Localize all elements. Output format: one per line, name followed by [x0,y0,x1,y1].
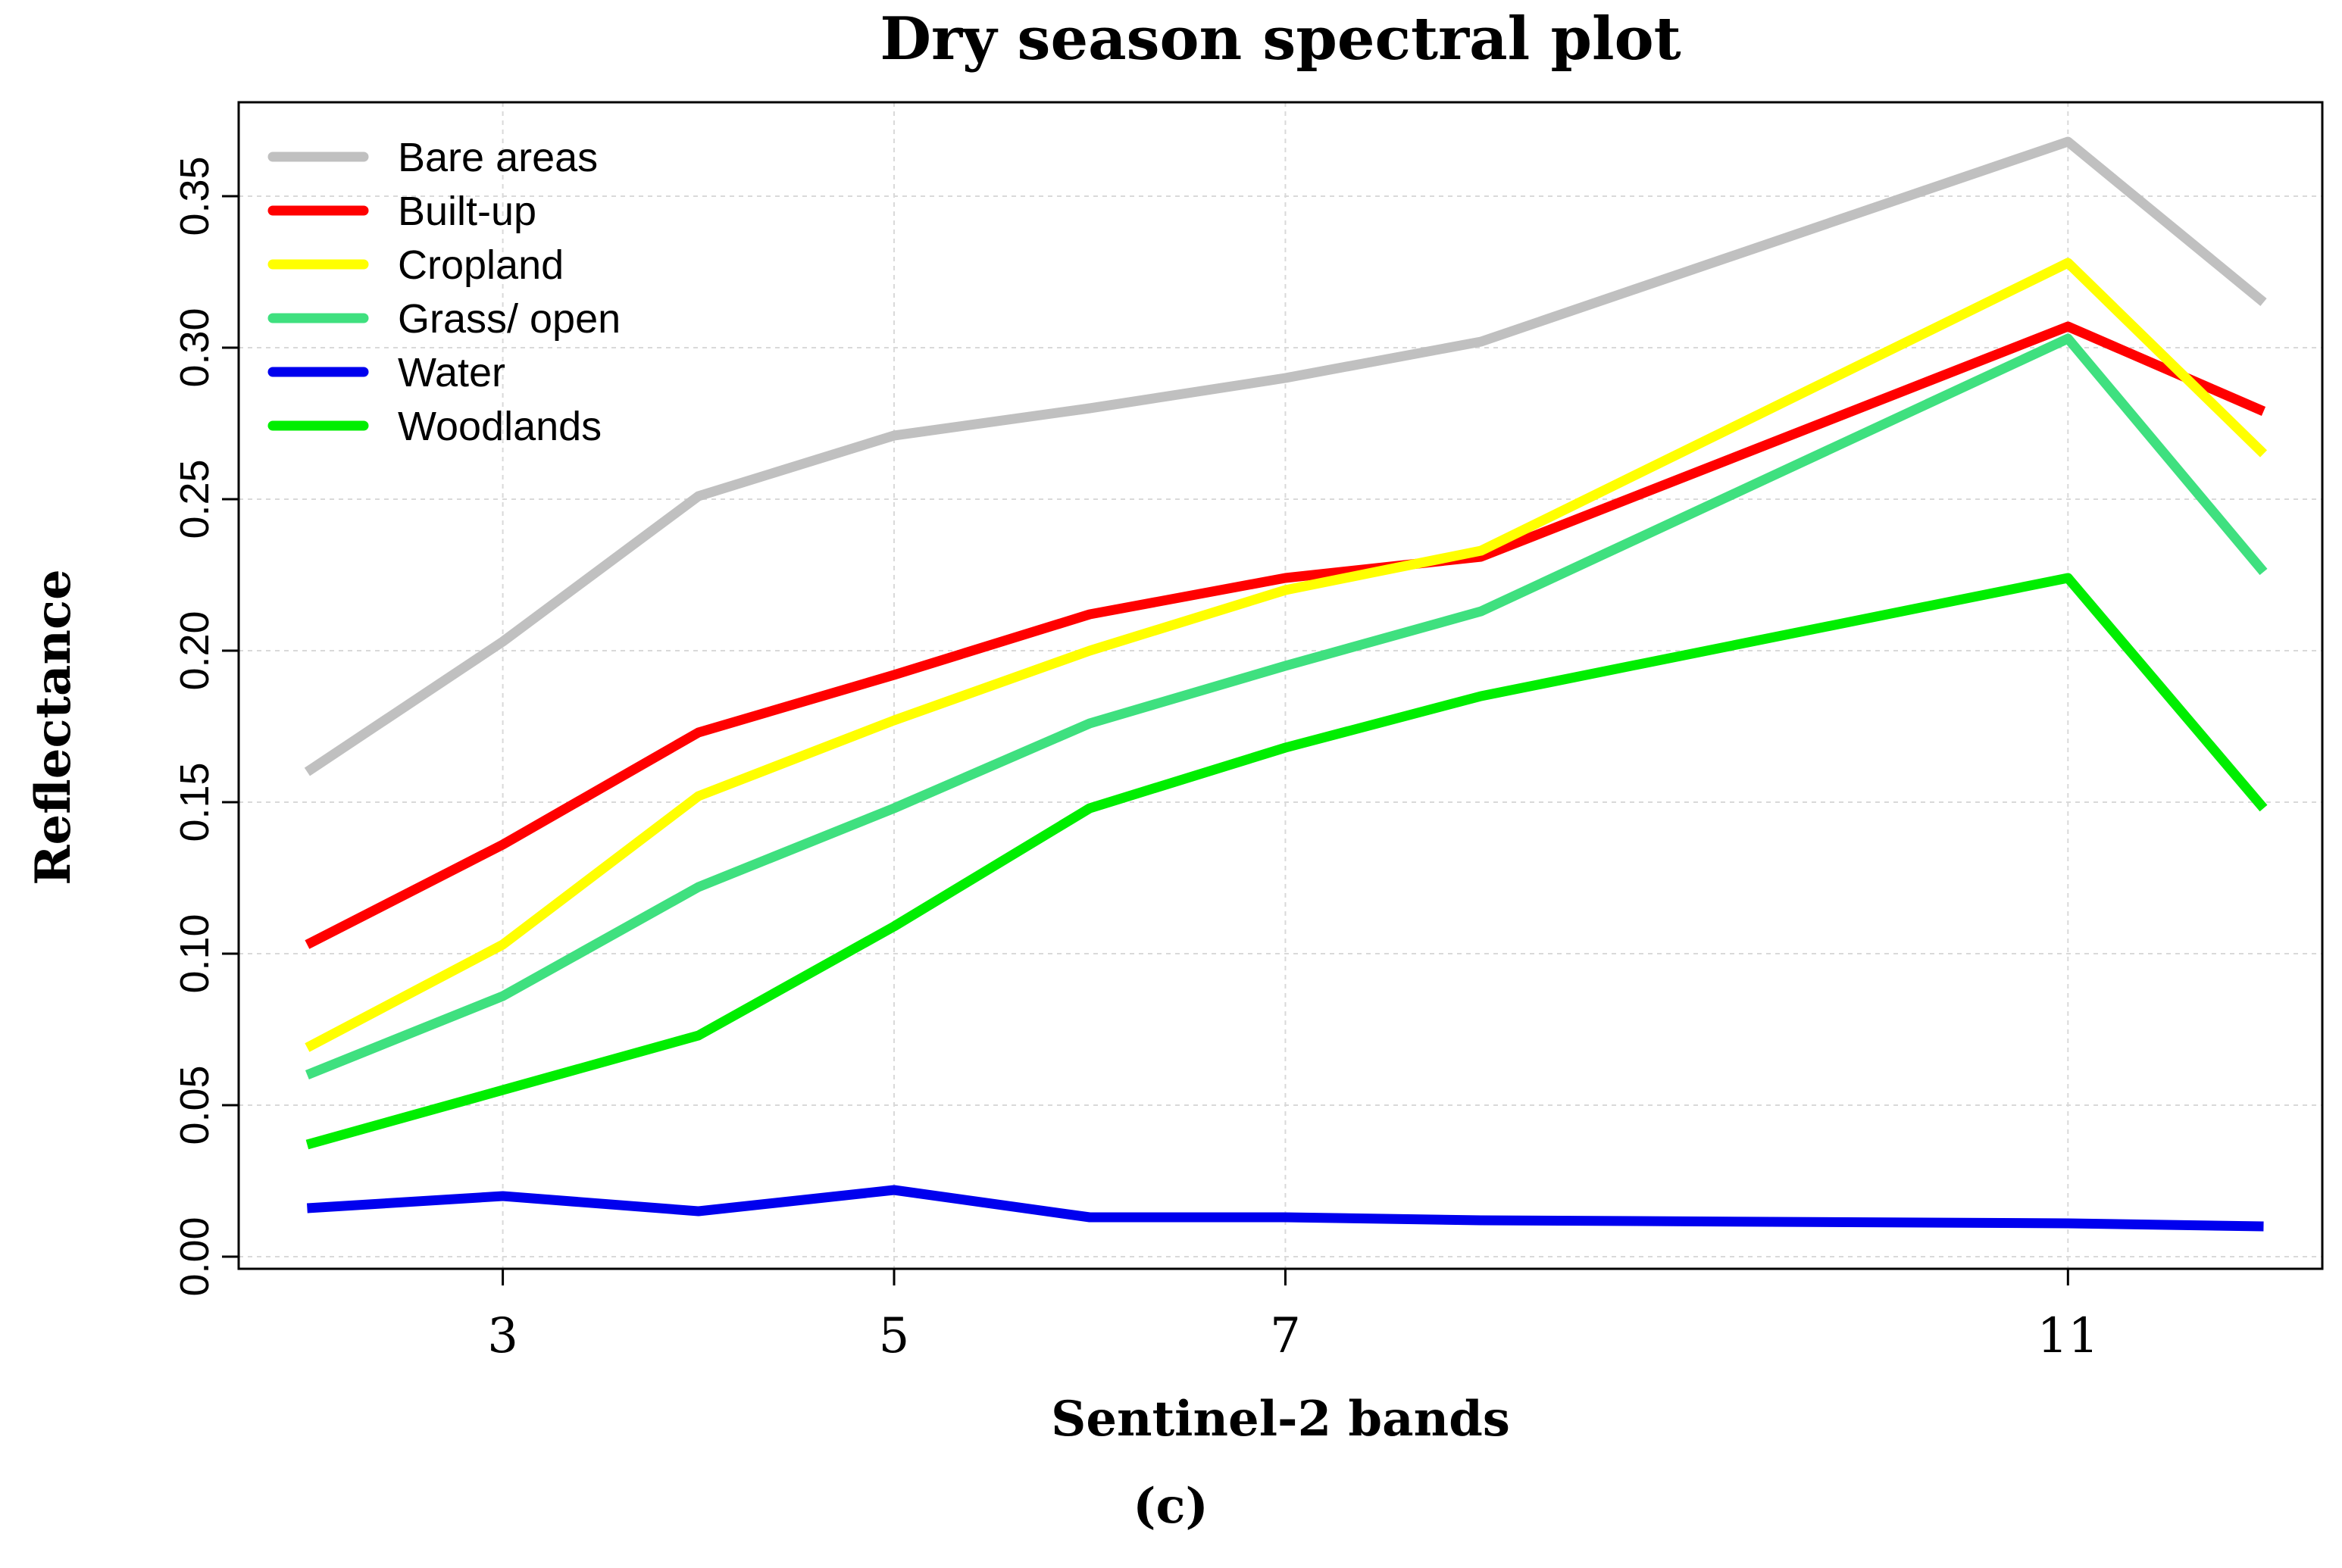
legend-label-cropland: Cropland [398,242,564,288]
x-tick-label: 3 [487,1308,518,1364]
y-tick-label: 0.05 [172,1065,217,1145]
y-tick-label: 0.25 [172,459,217,539]
legend-label-grass-open: Grass/ open [398,296,621,342]
series-line-bare-areas [304,136,2267,776]
legend-label-woodlands: Woodlands [398,404,602,449]
series-line-cropland [305,258,2268,1052]
axes: 3 5 7 11 0.00 0.05 0.10 0.15 0.20 0.25 0.30 0.35 [172,156,2099,1364]
y-tick-label: 0.15 [172,762,217,842]
y-axis-label: Reflectance [25,569,82,885]
plot-frame [237,101,2324,1270]
legend-label-water: Water [398,350,505,395]
legend-label-built-up: Built-up [398,189,536,234]
x-axis-label: Sentinel-2 bands [1051,1391,1510,1448]
figure-caption: (c) [1133,1478,1209,1535]
series-line-water [306,1185,2264,1232]
y-tick-label: 0.10 [172,914,217,993]
y-tick-label: 0.20 [172,611,217,690]
series-lines [304,136,2268,1232]
legend: Bare areas Built-up Cropland Grass/ open Wat… [267,135,621,449]
x-tick-label: 11 [2037,1308,2099,1364]
chart-title: Dry season spectral plot [880,5,1681,73]
y-tick-label: 0.30 [172,308,217,387]
x-tick-label: 7 [1270,1308,1301,1364]
y-tick-label: 0.35 [172,156,217,236]
series-line-grass-open [305,333,2268,1080]
y-tick-label: 0.00 [172,1217,217,1296]
series-line-built-up [305,321,2266,949]
x-tick-label: 5 [879,1308,910,1364]
series-line-woodlands [305,573,2268,1150]
legend-label-bare-areas: Bare areas [398,135,598,180]
